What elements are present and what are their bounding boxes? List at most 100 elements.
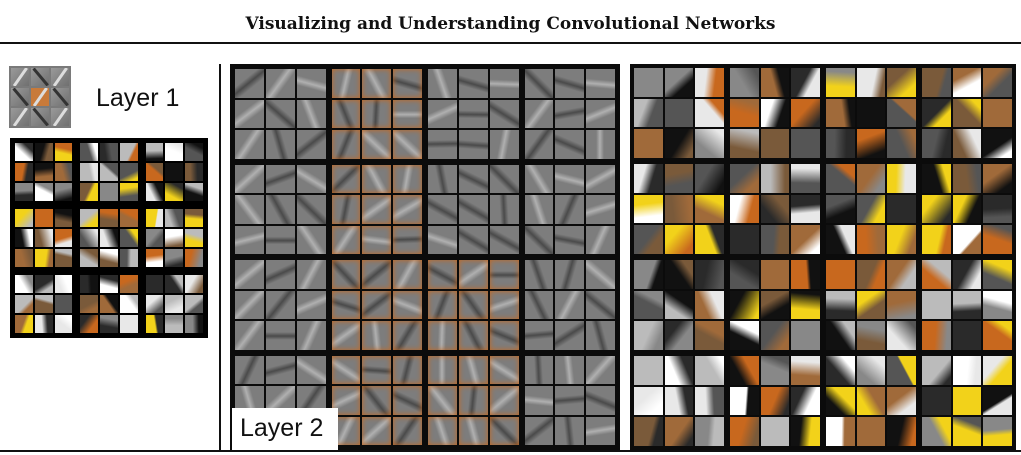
filter-visualization xyxy=(331,69,361,98)
image-patch xyxy=(826,290,855,320)
image-patch xyxy=(791,417,820,446)
filter-visualization xyxy=(393,99,422,128)
layer1-patch-block xyxy=(80,143,138,201)
image-patch xyxy=(983,68,1012,97)
filter-visualization xyxy=(331,195,361,224)
filter-visualization xyxy=(524,69,554,98)
image-patch xyxy=(887,129,916,158)
filter-visualization xyxy=(458,130,488,159)
filter-visualization xyxy=(362,355,392,384)
image-patch xyxy=(185,295,203,313)
header-rule xyxy=(0,42,1021,44)
layer1-filter xyxy=(31,88,49,106)
filter-visualization xyxy=(296,195,326,224)
image-patch xyxy=(760,356,790,385)
filter-visualization xyxy=(555,99,585,128)
image-patch xyxy=(634,225,663,254)
footer-rule xyxy=(0,450,1021,452)
image-patch xyxy=(34,183,53,201)
image-patch xyxy=(695,68,724,97)
image-patch xyxy=(54,143,73,161)
filter-visualization xyxy=(265,164,295,193)
filter-visualization xyxy=(524,225,554,254)
image-patch xyxy=(983,129,1012,158)
image-patch xyxy=(983,260,1012,289)
filter-visualization xyxy=(331,225,361,254)
image-patch xyxy=(100,163,118,181)
filter-visualization xyxy=(555,69,585,98)
image-patch xyxy=(34,163,53,181)
image-patch xyxy=(856,68,886,97)
image-patch xyxy=(730,98,759,128)
filter-visualization xyxy=(555,130,585,159)
filter-visualization xyxy=(393,195,422,224)
image-patch xyxy=(145,163,164,181)
image-patch xyxy=(80,275,99,293)
layer2-filter-block xyxy=(524,69,615,159)
filter-visualization xyxy=(586,321,615,350)
image-patch xyxy=(983,386,1012,416)
layer1-filter xyxy=(51,108,69,126)
image-patch xyxy=(185,249,203,267)
layer2-filter-block xyxy=(331,355,422,445)
image-patch xyxy=(856,129,886,158)
image-patch xyxy=(54,183,73,201)
filter-visualization xyxy=(393,321,422,350)
layer1-filter xyxy=(51,68,69,86)
image-patch xyxy=(165,183,184,201)
image-patch xyxy=(952,98,982,128)
filter-visualization xyxy=(296,130,326,159)
image-patch xyxy=(983,194,1012,224)
image-patch xyxy=(887,68,916,97)
layer2-filter-block xyxy=(428,355,519,445)
layer2-filter-block xyxy=(428,69,519,159)
layer2-patch-block xyxy=(826,260,916,350)
image-patch xyxy=(760,68,790,97)
image-patch xyxy=(664,194,694,224)
filter-visualization xyxy=(555,164,585,193)
image-patch xyxy=(695,129,724,158)
filter-visualization xyxy=(524,99,554,128)
filter-visualization xyxy=(265,355,295,384)
image-patch xyxy=(119,163,138,181)
image-patch xyxy=(952,68,982,97)
image-patch xyxy=(730,386,759,416)
filter-visualization xyxy=(265,225,295,254)
image-patch xyxy=(634,290,663,320)
image-patch xyxy=(983,321,1012,350)
running-header-title: Visualizing and Understanding Convolutio… xyxy=(245,14,776,34)
image-patch xyxy=(887,194,916,224)
image-patch xyxy=(952,321,982,350)
image-patch xyxy=(695,98,724,128)
filter-visualization xyxy=(331,290,361,319)
filter-visualization xyxy=(458,225,488,254)
filter-visualization xyxy=(265,195,295,224)
image-patch xyxy=(119,209,138,227)
image-patch xyxy=(185,229,203,247)
image-patch xyxy=(791,386,820,416)
filter-visualization xyxy=(428,355,457,384)
image-patch xyxy=(80,163,99,181)
layer2-filter-block xyxy=(235,164,326,254)
layer2-filter-block xyxy=(524,164,615,254)
image-patch xyxy=(15,275,33,293)
filter-visualization xyxy=(555,416,585,445)
image-patch xyxy=(887,290,916,320)
image-patch xyxy=(634,356,663,385)
image-patch xyxy=(119,295,138,313)
filter-visualization xyxy=(524,290,554,319)
image-patch xyxy=(856,260,886,289)
layer1-patch-block xyxy=(145,275,203,333)
layer2-patch-block xyxy=(634,356,724,446)
image-patch xyxy=(185,315,203,333)
image-patch xyxy=(15,315,33,333)
image-patch xyxy=(730,417,759,446)
image-patch xyxy=(634,164,663,193)
layer1-filter xyxy=(11,88,29,106)
image-patch xyxy=(15,229,33,247)
image-patch xyxy=(34,229,53,247)
filter-visualization xyxy=(489,164,519,193)
filter-visualization xyxy=(235,225,264,254)
image-patch xyxy=(887,260,916,289)
filter-visualization xyxy=(428,69,457,98)
